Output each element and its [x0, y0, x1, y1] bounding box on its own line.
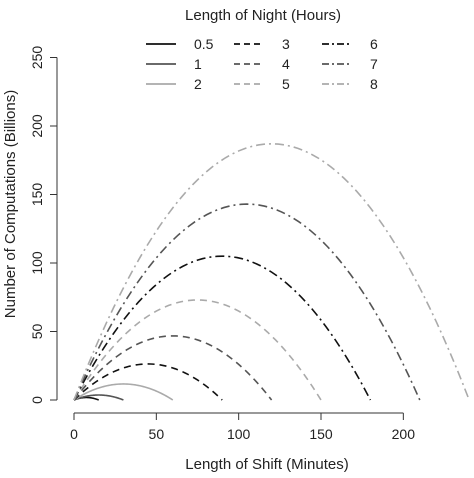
plot-frame: [57, 10, 465, 413]
legend-label: 1: [194, 56, 202, 72]
y-tick-label: 100: [29, 251, 45, 275]
legend-label: 7: [370, 56, 378, 72]
series-line-2: [73, 383, 174, 401]
plot-area: [73, 143, 470, 401]
series-line-4: [73, 335, 273, 401]
series-line-6: [73, 255, 372, 401]
legend-label: 6: [370, 36, 378, 52]
series-line-1: [73, 394, 124, 401]
series-line-7: [73, 203, 421, 401]
legend-label: 3: [282, 36, 290, 52]
x-tick-label: 0: [70, 426, 78, 442]
y-tick-label: 250: [29, 46, 45, 70]
x-tick-label: 50: [149, 426, 165, 442]
y-tick-label: 200: [29, 114, 45, 138]
x-tick-label: 150: [309, 426, 333, 442]
series-line-3: [73, 363, 223, 401]
legend-title: Length of Night (Hours): [185, 7, 341, 24]
y-tick-label: 50: [29, 324, 45, 340]
x-tick-label: 200: [392, 426, 416, 442]
legend: Length of Night (Hours) 0.5 1 2 3 4 5 6 7 8: [146, 7, 378, 92]
x-tick-label: 100: [227, 426, 251, 442]
legend-label: 2: [194, 76, 202, 92]
y-tick-label: 0: [29, 396, 45, 404]
legend-label: 0.5: [194, 36, 214, 52]
series-line-8: [73, 143, 470, 401]
legend-label: 4: [282, 56, 290, 72]
axes: 0 50 100 150 200 0 50 100 150 200 250: [29, 10, 465, 442]
y-tick-label: 150: [29, 183, 45, 207]
y-axis-title: Number of Computations (Billions): [2, 90, 19, 318]
x-axis-title: Length of Shift (Minutes): [185, 456, 348, 473]
legend-label: 8: [370, 76, 378, 92]
legend-label: 5: [282, 76, 290, 92]
